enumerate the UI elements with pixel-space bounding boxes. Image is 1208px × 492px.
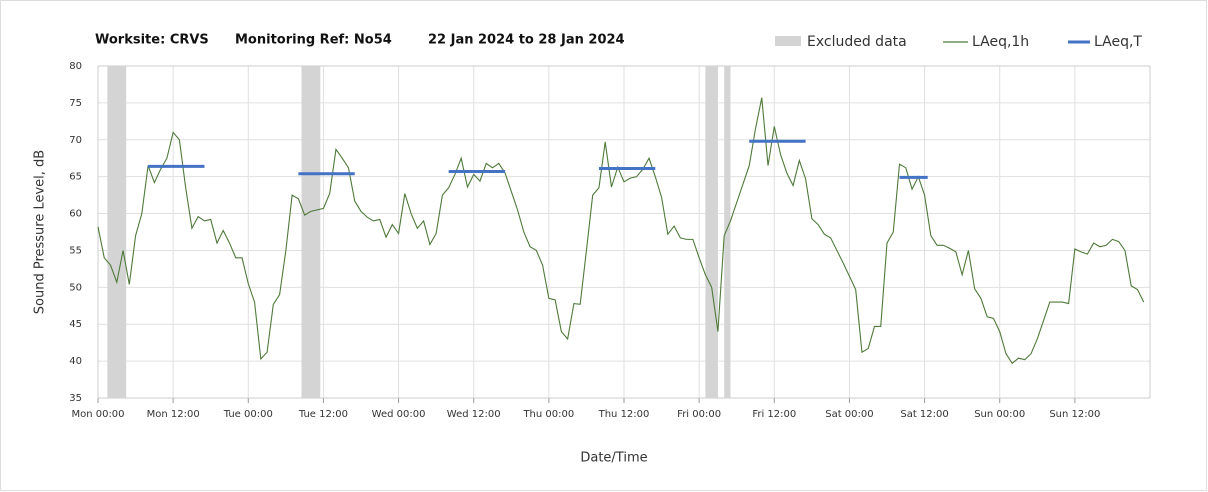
title-period: 22 Jan 2024 to 28 Jan 2024 <box>428 33 625 48</box>
x-tick-label: Wed 00:00 <box>372 409 426 420</box>
y-tick-label: 60 <box>69 209 82 220</box>
y-axis-label: Sound Pressure Level, dB <box>33 150 48 314</box>
excluded-band <box>724 66 731 398</box>
legend-swatch <box>775 36 801 46</box>
y-tick-label: 50 <box>69 282 82 293</box>
x-tick-label: Thu 12:00 <box>598 409 650 420</box>
x-tick-label: Tue 12:00 <box>298 409 348 420</box>
plot-border <box>97 65 1151 399</box>
y-tick-label: 40 <box>69 356 82 367</box>
x-tick-label: Fri 00:00 <box>677 409 721 420</box>
legend-label: LAeq,1h <box>972 34 1029 50</box>
x-tick-label: Mon 12:00 <box>147 409 200 420</box>
y-tick-label: 70 <box>69 135 82 146</box>
x-tick-label: Sun 00:00 <box>974 409 1025 420</box>
x-tick-label: Sat 00:00 <box>825 409 873 420</box>
excluded-band <box>705 66 718 398</box>
y-tick-label: 65 <box>69 172 82 183</box>
y-tick-label: 35 <box>69 393 82 404</box>
y-tick-label: 45 <box>69 319 82 330</box>
x-tick-label: Mon 00:00 <box>71 409 124 420</box>
y-tick-label: 80 <box>69 61 82 72</box>
x-tick-label: Sun 12:00 <box>1049 409 1100 420</box>
x-tick-label: Sat 12:00 <box>900 409 948 420</box>
legend-label: Excluded data <box>807 34 907 50</box>
x-tick-label: Thu 00:00 <box>522 409 574 420</box>
series-line <box>97 97 1145 365</box>
x-tick-label: Wed 12:00 <box>447 409 501 420</box>
title-ref: Monitoring Ref: No54 <box>235 33 392 48</box>
y-tick-label: 75 <box>69 98 82 109</box>
x-axis-label: Date/Time <box>580 451 647 466</box>
legend-label: LAeq,T <box>1094 34 1142 50</box>
x-tick-label: Fri 12:00 <box>752 409 796 420</box>
excluded-band <box>107 66 127 398</box>
x-tick-label: Tue 00:00 <box>223 409 273 420</box>
excluded-band <box>301 66 321 398</box>
title-worksite: Worksite: CRVS <box>95 33 209 48</box>
y-tick-label: 55 <box>69 245 82 256</box>
